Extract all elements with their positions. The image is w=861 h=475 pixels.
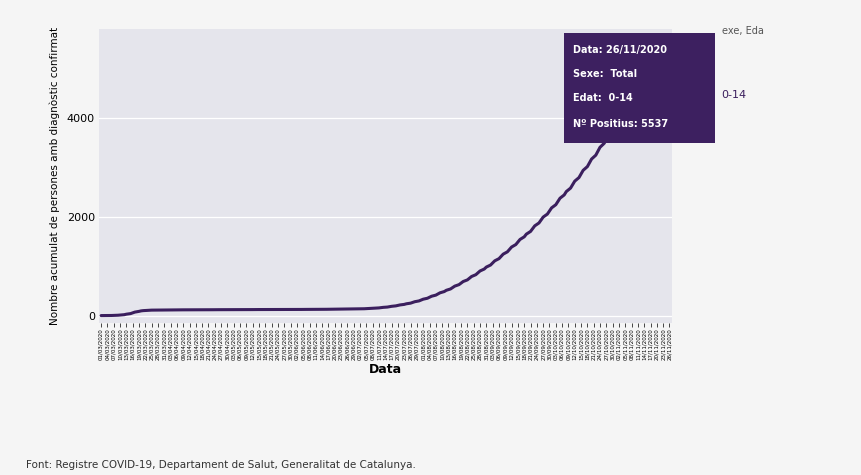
Text: Font: Registre COVID-19, Departament de Salut, Generalitat de Catalunya.: Font: Registre COVID-19, Departament de … xyxy=(26,460,416,470)
Text: Nº Positius: 5537: Nº Positius: 5537 xyxy=(573,119,668,129)
Text: Data: 26/11/2020: Data: 26/11/2020 xyxy=(573,45,667,55)
Text: 0-14: 0-14 xyxy=(722,90,746,100)
Text: exe, Eda: exe, Eda xyxy=(722,26,764,36)
Y-axis label: Nombre acumulat de persones amb diagnòstic confirmat: Nombre acumulat de persones amb diagnòst… xyxy=(49,27,59,325)
Text: Edat:  0-14: Edat: 0-14 xyxy=(573,93,633,103)
Text: Sexe:  Total: Sexe: Total xyxy=(573,69,637,79)
X-axis label: Data: Data xyxy=(369,363,402,376)
